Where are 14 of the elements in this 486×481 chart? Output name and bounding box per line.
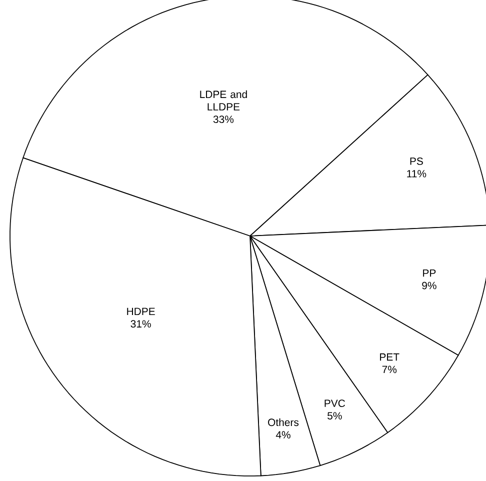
- slice-label: LDPE and LLDPE: [200, 90, 247, 110]
- data-label: 5%: [328, 412, 342, 420]
- data-label: 9%: [422, 282, 436, 290]
- slice-label: Others: [268, 418, 299, 426]
- data-label: 4%: [276, 431, 290, 438]
- slice-label: HDPE: [127, 308, 155, 316]
- slice-label: PET: [380, 353, 400, 361]
- slice-label: PVC: [324, 400, 346, 408]
- slice-label: PP: [423, 269, 436, 277]
- data-label: 11%: [407, 170, 426, 178]
- slice-label: PS: [410, 158, 423, 165]
- data-label: 33%: [213, 116, 234, 123]
- data-label: 31%: [130, 320, 151, 328]
- data-label: 7%: [382, 366, 397, 374]
